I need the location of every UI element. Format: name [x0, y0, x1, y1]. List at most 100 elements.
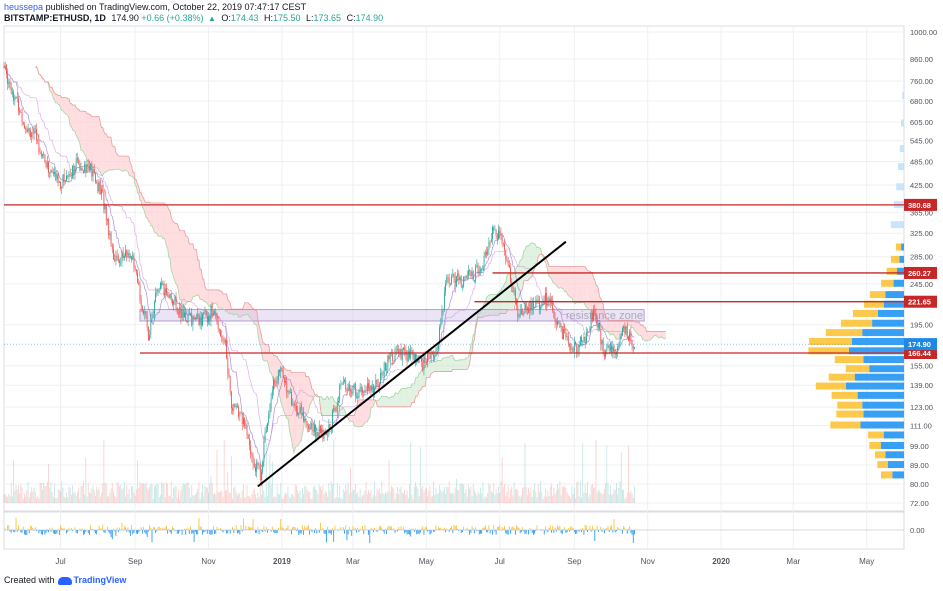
cloud-segment — [638, 322, 640, 336]
cloud-segment — [585, 266, 587, 307]
volume-bar — [625, 496, 627, 503]
volume-bar — [571, 486, 573, 503]
cloud-segment — [642, 325, 645, 340]
zone-annotation: resistance zone — [566, 310, 643, 322]
indicator-bar — [283, 529, 285, 530]
volume-bar — [554, 494, 556, 503]
indicator-bar — [141, 530, 143, 534]
price-candle — [192, 315, 194, 331]
indicator-bar — [241, 530, 243, 532]
indicator-bar — [619, 528, 621, 530]
cloud-segment — [403, 388, 405, 407]
price-candle — [81, 167, 83, 171]
volume-bar — [262, 458, 264, 503]
indicator-bar — [163, 528, 165, 530]
indicator-bar — [409, 530, 410, 535]
price-candle — [545, 287, 546, 309]
x-tick-label: Jul — [495, 557, 505, 566]
cloud-segment — [186, 236, 189, 303]
trend-line[interactable] — [257, 240, 567, 488]
volume-bar — [176, 498, 178, 503]
cloud-segment — [562, 266, 564, 289]
volume-bar — [551, 483, 552, 503]
time-axis[interactable]: Jul Sep Nov 2019 Mar May Jul Sep Nov 2020 Mar May — [55, 557, 874, 566]
price-candle — [306, 421, 308, 433]
indicator-bar — [46, 530, 48, 531]
price-candle — [85, 161, 87, 178]
cloud-segment — [71, 103, 73, 130]
svg-text:221.65: 221.65 — [908, 298, 931, 307]
indicator-bar — [116, 527, 118, 530]
cloud-segment — [533, 243, 535, 271]
cloud-segment — [407, 387, 409, 407]
indicator-bar — [449, 528, 451, 530]
profile-bar-up — [881, 279, 894, 287]
price-candle — [204, 306, 206, 315]
volume-bar — [64, 497, 66, 503]
cloud-segment — [386, 396, 388, 407]
cloud-segment — [82, 111, 84, 152]
volume-bar — [555, 490, 557, 503]
cloud-segment — [142, 196, 144, 209]
cloud-segment — [78, 109, 80, 144]
indicator-bar — [315, 527, 317, 530]
price-candle — [134, 265, 136, 272]
indicator-bar — [13, 530, 15, 532]
price-candle — [459, 275, 461, 284]
price-candle — [60, 181, 61, 191]
cloud-segment — [241, 309, 243, 318]
y-tick-label: 195.00 — [910, 321, 933, 330]
cloud-segment — [399, 389, 402, 407]
indicator-bar — [271, 526, 273, 530]
cloud-segment — [233, 309, 236, 315]
indicator-bar — [14, 530, 16, 533]
indicator-bar — [582, 527, 584, 530]
price-candle — [52, 168, 54, 177]
volume-bar — [399, 489, 401, 503]
price-candle — [292, 398, 294, 407]
indicator-bar — [55, 530, 57, 534]
symbol-label[interactable]: BITSTAMP:ETHUSD, 1D — [4, 13, 106, 23]
cloud-segment — [517, 264, 519, 300]
indicator-bar — [89, 530, 90, 535]
cloud-segment — [644, 327, 646, 342]
price-candle — [74, 165, 76, 180]
cloud-segment — [126, 156, 128, 172]
indicator-bar — [400, 526, 402, 530]
cloud-segment — [334, 402, 337, 416]
indicator-bar — [573, 530, 575, 533]
cloud-segment — [290, 370, 292, 441]
price-candle — [476, 259, 478, 268]
base-line — [3, 65, 635, 442]
volume-bar — [542, 498, 544, 503]
volume-bar — [531, 496, 533, 503]
volume-bar — [122, 487, 124, 503]
price-candle — [246, 422, 248, 439]
cloud-segment — [479, 312, 481, 318]
price-candle — [167, 291, 169, 298]
price-candle — [457, 269, 459, 282]
cloud-segment — [659, 331, 661, 338]
volume-bar — [323, 494, 325, 503]
volume-bar — [534, 483, 536, 503]
volume-bar — [370, 489, 372, 503]
price-candle — [233, 403, 235, 415]
price-candle — [411, 346, 413, 353]
author-name[interactable]: heussepa — [4, 2, 44, 12]
volume-bar — [488, 483, 490, 503]
volume-bar — [129, 498, 131, 503]
price-candle — [164, 284, 166, 300]
indicator-bar — [210, 530, 212, 535]
price-axis[interactable]: 1000.00860.00760.00680.00605.00545.00485… — [910, 28, 937, 508]
tradingview-brand[interactable]: TradingView — [73, 575, 127, 585]
cloud-segment — [284, 367, 286, 416]
cloud-segment — [95, 116, 97, 168]
price-candle — [172, 298, 173, 307]
volume-bar — [591, 483, 593, 503]
indicator-bar — [588, 528, 590, 530]
indicator-bar — [135, 530, 137, 534]
price-candle — [309, 424, 311, 432]
price-candle — [50, 169, 52, 178]
cloud-segment — [577, 266, 580, 303]
